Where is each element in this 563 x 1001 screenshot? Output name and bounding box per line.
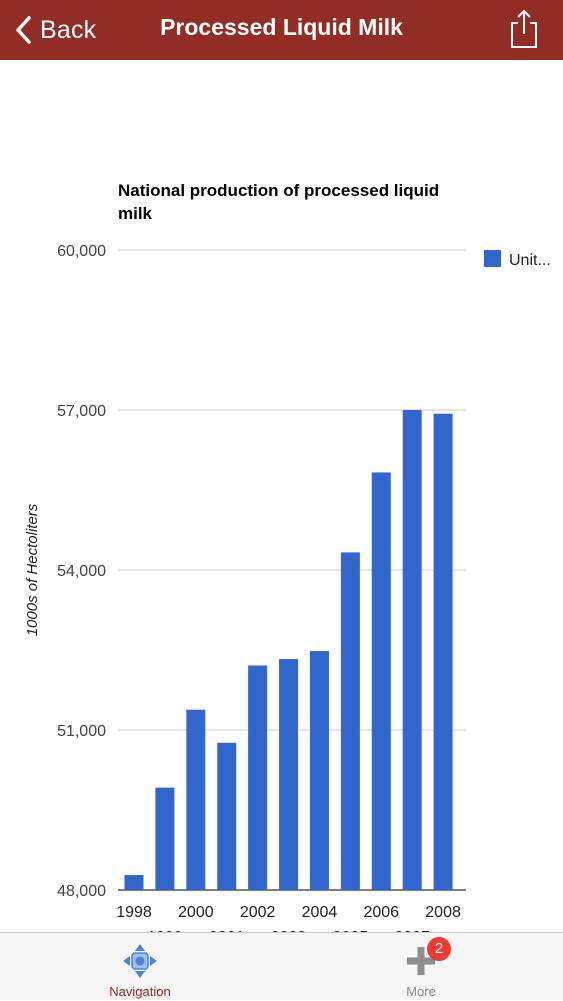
bar-1998 xyxy=(124,875,144,890)
notification-badge: 2 xyxy=(427,937,451,961)
navigation-arrows-icon xyxy=(120,941,160,981)
bar-2006 xyxy=(371,472,391,890)
x-tick-label: 2003 xyxy=(271,929,307,932)
bottom-tab-bar: Navigation 2 More xyxy=(0,932,563,1000)
page-title: Processed Liquid Milk xyxy=(160,14,403,40)
bar-1999 xyxy=(155,787,175,890)
x-tick-label: 2007 xyxy=(394,929,430,932)
x-tick-label: 2006 xyxy=(363,904,399,921)
chart-title-line: National production of processed liquid xyxy=(118,181,439,200)
bar-2007 xyxy=(402,410,422,890)
y-tick-label: 51,000 xyxy=(57,723,106,740)
y-tick-label: 57,000 xyxy=(57,403,106,420)
back-button[interactable]: Back xyxy=(14,12,96,48)
x-tick-label: 2008 xyxy=(425,904,461,921)
bar-2001 xyxy=(217,742,237,890)
bar-2004 xyxy=(309,651,329,890)
chevron-left-icon xyxy=(16,16,31,44)
plus-icon: 2 xyxy=(401,937,451,981)
tab-more[interactable]: 2 More xyxy=(351,933,491,1001)
bar-2000 xyxy=(186,709,206,890)
share-button[interactable] xyxy=(509,9,539,49)
y-tick-label: 48,000 xyxy=(57,883,106,900)
y-axis-label: 1000s of Hectoliters xyxy=(24,503,41,636)
tab-navigation[interactable]: Navigation xyxy=(70,933,210,1001)
back-label: Back xyxy=(40,15,97,44)
bar-2008 xyxy=(433,413,453,890)
x-tick-label: 1998 xyxy=(116,904,152,921)
chart-title: National production of processed liquid m… xyxy=(118,181,439,223)
bar-chart: National production of processed liquid m… xyxy=(24,181,551,932)
top-navigation-bar: Back Processed Liquid Milk xyxy=(0,0,563,60)
x-tick-label: 1999 xyxy=(147,929,183,932)
x-tick-label: 2001 xyxy=(209,929,245,932)
share-icon xyxy=(511,9,537,48)
x-tick-label: 2005 xyxy=(333,929,369,932)
y-tick-label: 54,000 xyxy=(57,563,106,580)
legend-swatch xyxy=(484,250,501,267)
tab-more-label: More xyxy=(406,984,436,999)
y-tick-label: 60,000 xyxy=(57,243,106,260)
bar-2003 xyxy=(279,659,299,890)
bar-2005 xyxy=(340,552,360,890)
chart-title-line: milk xyxy=(118,204,153,223)
tab-navigation-label: Navigation xyxy=(109,984,171,999)
bar-2002 xyxy=(248,665,268,890)
x-tick-label: 2002 xyxy=(240,904,276,921)
chart-area: National production of processed liquid m… xyxy=(0,60,563,932)
legend-label: Unit... xyxy=(509,252,551,269)
x-tick-label: 2000 xyxy=(178,904,214,921)
x-tick-label: 2004 xyxy=(302,904,338,921)
